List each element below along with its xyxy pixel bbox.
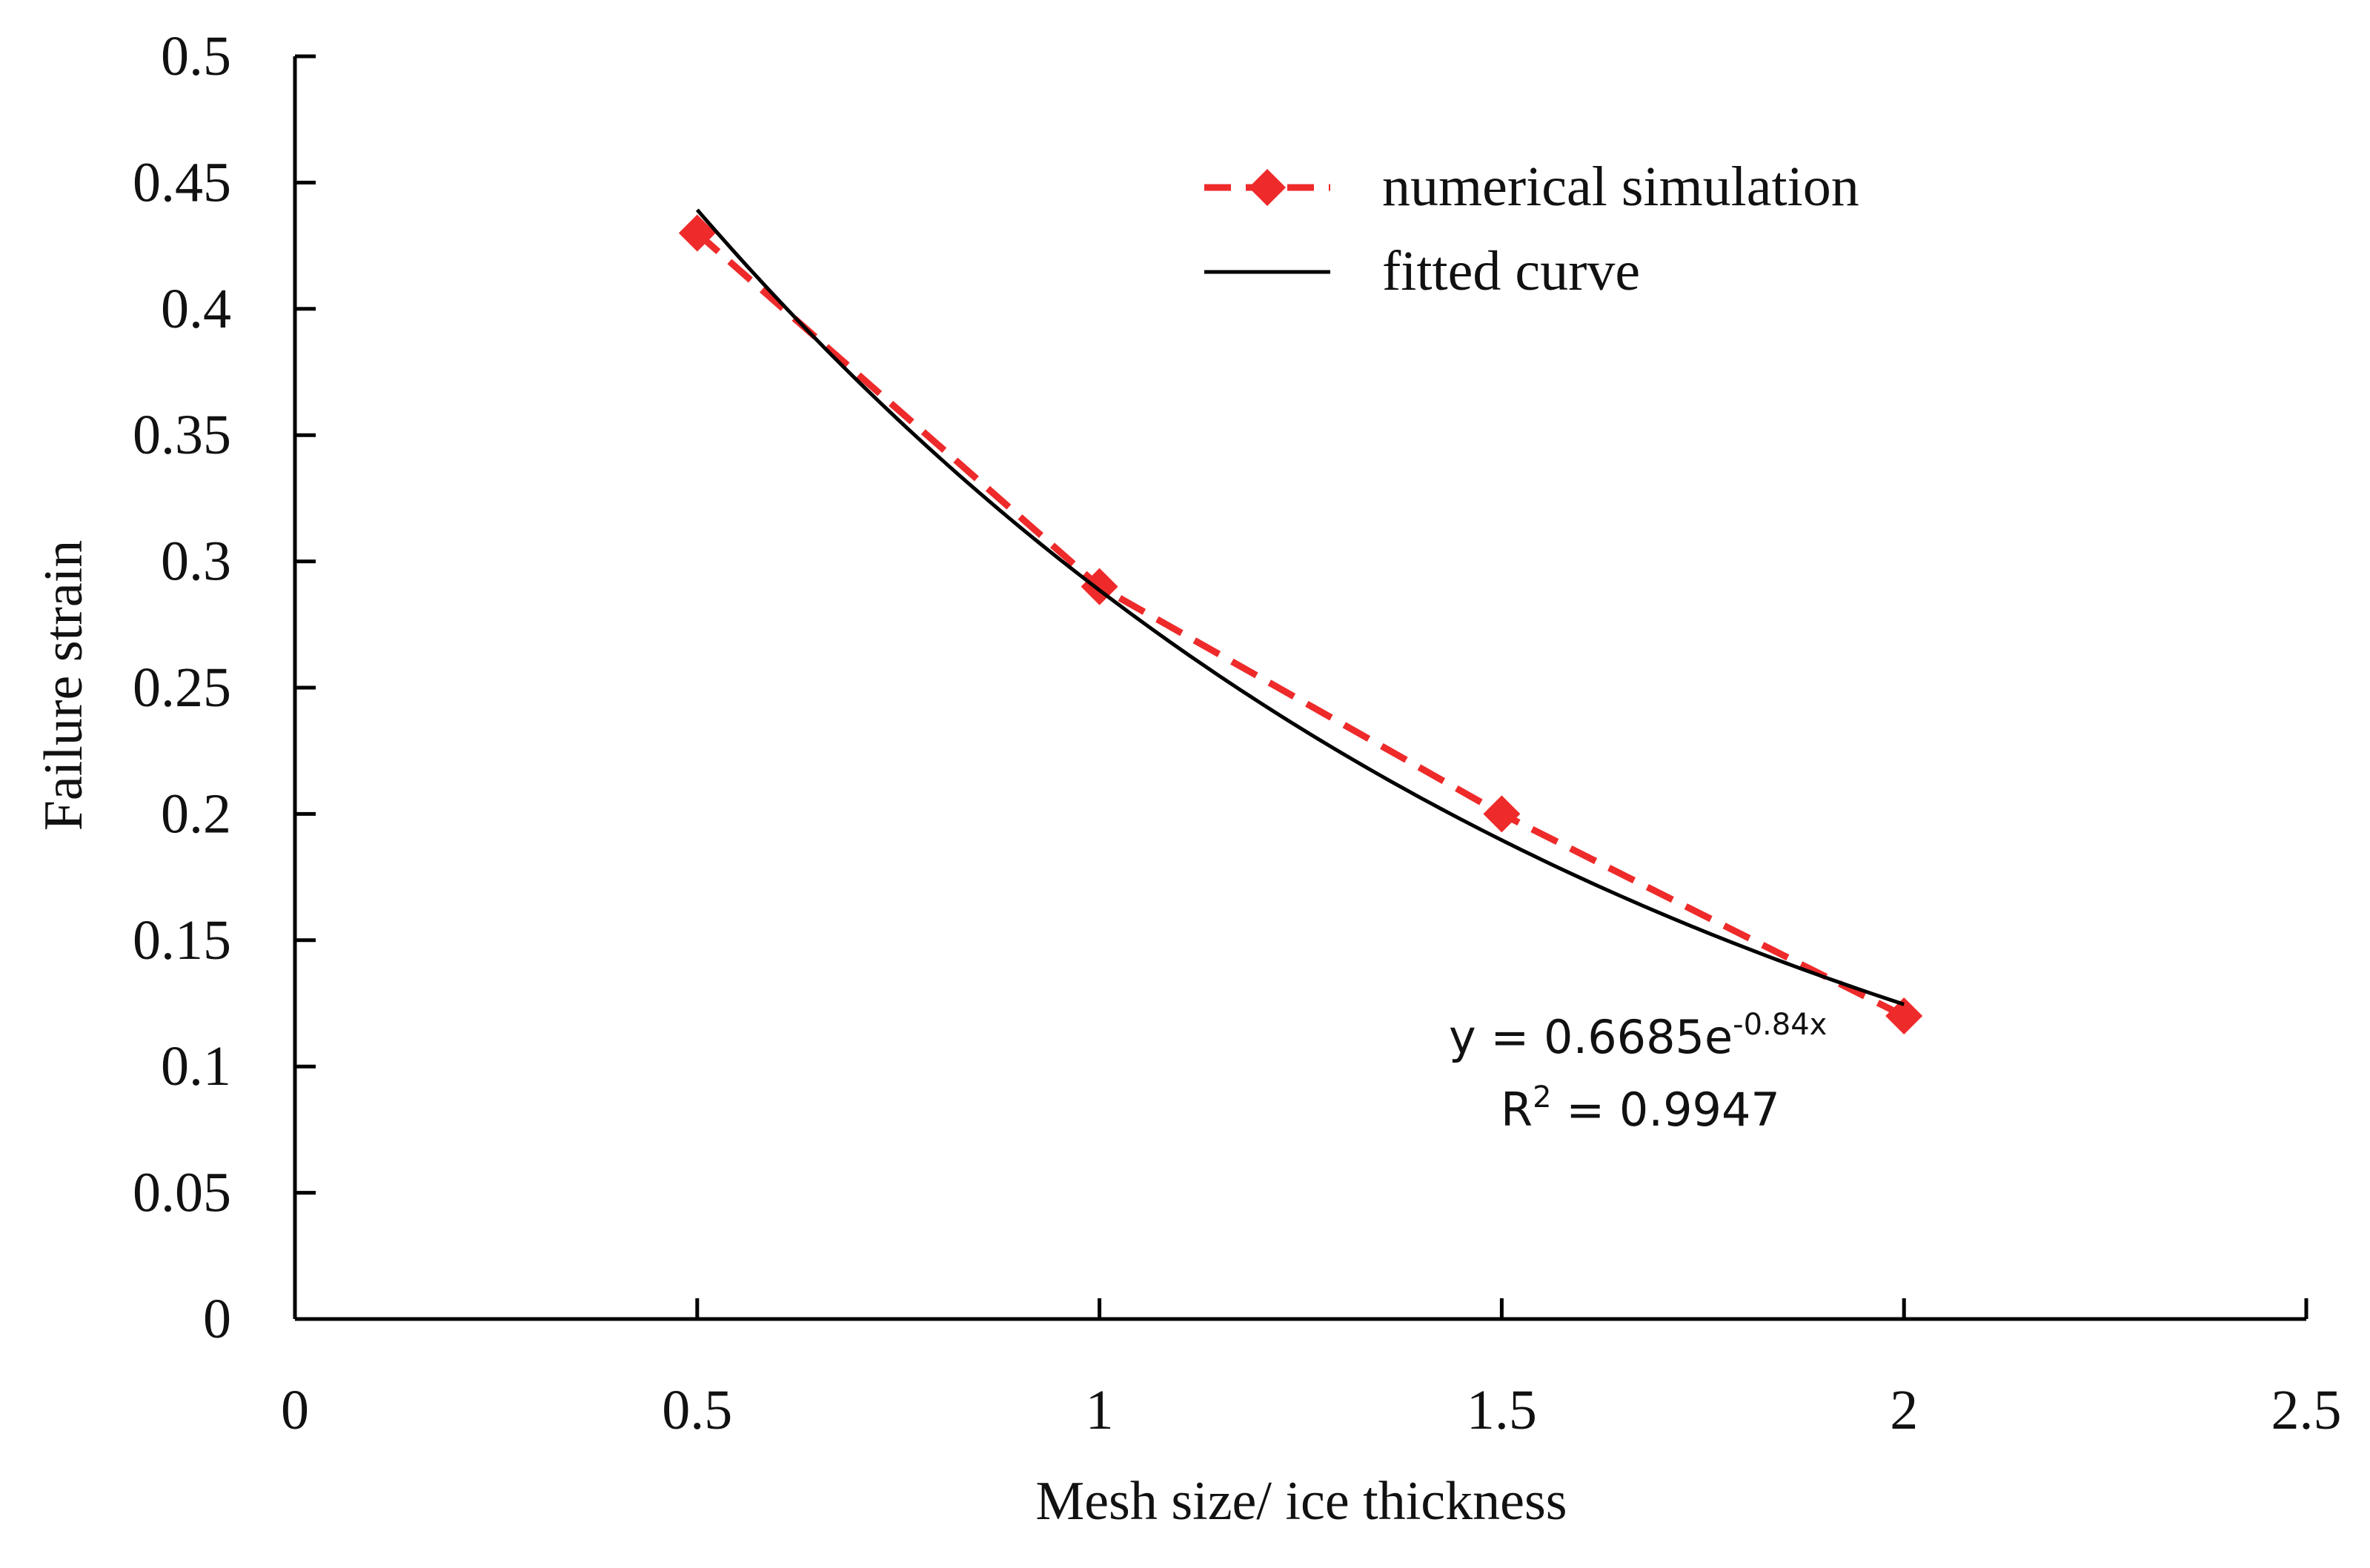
trendline-annotation: y = 0.6685e-0.84x R2 = 0.9947 [1449, 1008, 1827, 1137]
data-point-numerical-simulation [1483, 795, 1521, 833]
y-tick-label: 0.1 [161, 1035, 231, 1097]
y-tick-label: 0.35 [133, 404, 231, 466]
data-point-numerical-simulation [678, 214, 716, 252]
y-tick-label: 0 [203, 1288, 231, 1350]
y-axis-label: Failure strain [33, 540, 94, 831]
axes [293, 56, 2306, 1321]
data-point-numerical-simulation [1885, 997, 1923, 1035]
y-axis-ticks: 0 0.05 0.1 0.15 0.2 0.25 0.3 0.35 0.4 0.45 0.5 [133, 25, 316, 1350]
y-tick-label: 0.05 [133, 1162, 231, 1224]
equation-label: y = 0.6685e-0.84x [1449, 1008, 1827, 1064]
series-fitted-curve [695, 208, 1905, 1006]
equation-base: y = 0.6685e [1449, 1010, 1733, 1064]
y-tick-label: 0.2 [161, 783, 231, 845]
series-numerical-simulation-line [694, 230, 1906, 1020]
y-tick-label: 0.4 [161, 278, 231, 340]
legend-label-fitted-curve: fitted curve [1382, 240, 1640, 302]
x-tick-label: 0.5 [662, 1379, 732, 1441]
legend-label-numerical-simulation: numerical simulation [1382, 156, 1859, 218]
plot-area [678, 208, 1923, 1035]
x-tick-label: 2.5 [2271, 1379, 2342, 1441]
x-tick-label: 0 [281, 1379, 309, 1441]
equation-exponent: -0.84x [1733, 1008, 1827, 1042]
x-tick-label: 2 [1890, 1379, 1918, 1441]
legend: numerical simulation fitted curve [1204, 156, 1859, 302]
r-squared-label: R2 = 0.9947 [1501, 1080, 1780, 1137]
x-axis-label: Mesh size/ ice thickness [1035, 1471, 1567, 1532]
y-tick-label: 0.25 [133, 657, 231, 719]
x-tick-label: 1.5 [1467, 1379, 1537, 1441]
x-tick-label: 1 [1086, 1379, 1114, 1441]
r-squared-value: = 0.9947 [1552, 1083, 1780, 1137]
y-tick-label: 0.45 [133, 151, 231, 213]
x-axis-ticks: 0 0.5 1 1.5 2 2.5 [281, 1298, 2342, 1441]
legend-marker-numerical-simulation [1249, 169, 1286, 206]
r-squared-exponent: 2 [1533, 1080, 1551, 1114]
y-tick-label: 0.5 [161, 25, 231, 87]
r-squared-r: R [1501, 1083, 1533, 1137]
y-tick-label: 0.15 [133, 909, 231, 971]
y-tick-label: 0.3 [161, 531, 231, 593]
